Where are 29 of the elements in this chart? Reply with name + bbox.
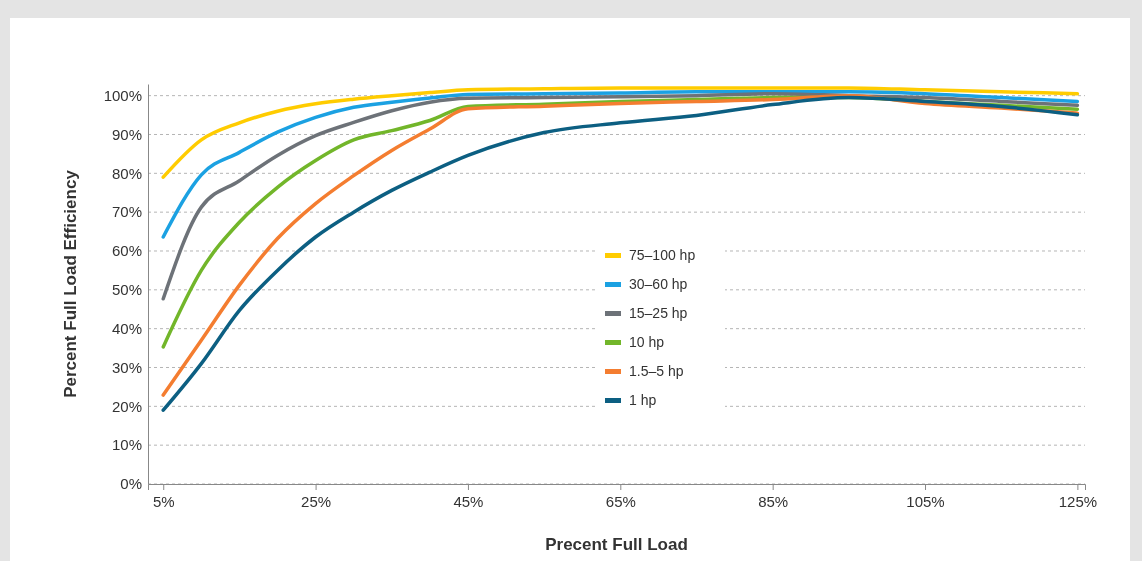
y-tick-label: 90% (111, 125, 142, 143)
legend-label: 1.5–5 hp (629, 363, 684, 379)
x-tick-label: 125% (1058, 492, 1098, 510)
x-tick-label: 65% (605, 492, 636, 510)
y-tick-label: 70% (111, 203, 142, 221)
x-axis-title: Precent Full Load (545, 535, 688, 554)
y-axis-title: Percent Full Load Efficiency (61, 169, 80, 398)
y-tick-label: 30% (111, 358, 142, 376)
y-tick-label: 20% (111, 397, 142, 415)
x-tick-label: 5% (152, 492, 175, 510)
legend-label: 1 hp (629, 392, 657, 408)
x-tick-label: 25% (301, 492, 332, 510)
y-tick-label: 10% (111, 436, 142, 454)
y-tick-label: 60% (111, 242, 142, 260)
y-tick-label: 100% (103, 86, 142, 104)
x-tick-label: 85% (758, 492, 789, 510)
x-tick-label: 45% (453, 492, 484, 510)
y-tick-label: 50% (111, 281, 142, 299)
legend-label: 75–100 hp (629, 247, 696, 263)
x-tick-label: 105% (906, 492, 945, 510)
y-tick-label: 80% (111, 164, 142, 182)
legend-label: 10 hp (629, 334, 665, 350)
line-series (161, 90, 1080, 239)
line-series (161, 91, 1080, 301)
y-tick-label: 0% (120, 475, 142, 493)
legend-label: 30–60 hp (629, 276, 688, 292)
legend-label: 15–25 hp (629, 305, 688, 321)
y-tick-label: 40% (111, 319, 142, 337)
line-series (161, 86, 1080, 179)
